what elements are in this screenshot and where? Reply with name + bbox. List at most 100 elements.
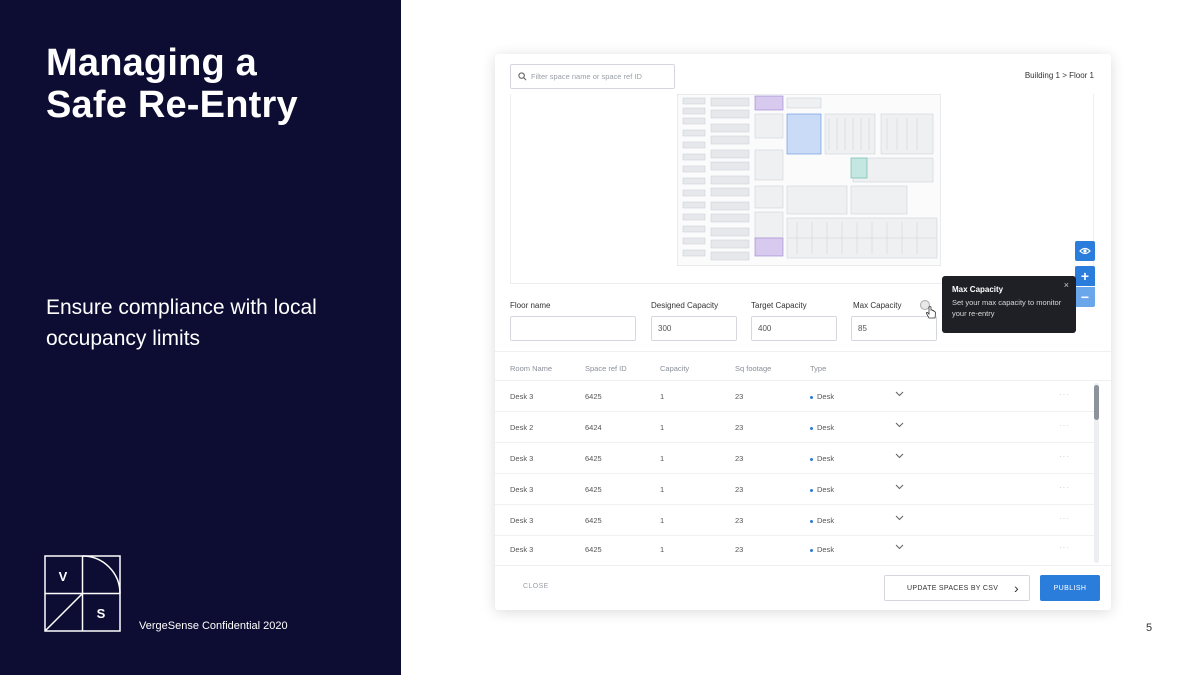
floor-name-label: Floor name (510, 301, 551, 310)
slide-title: Managing a Safe Re-Entry (46, 42, 298, 126)
zoom-in-button[interactable]: + (1075, 266, 1095, 286)
cell-room-name: Desk 3 (510, 545, 534, 554)
search-icon (518, 72, 527, 81)
cell-space-ref-id: 6425 (585, 516, 602, 525)
max-capacity-label: Max Capacity (853, 301, 902, 310)
cell-type-label: Desk (817, 485, 835, 494)
cell-type-label: Desk (817, 454, 835, 463)
table-row[interactable]: Desk 2 6424 1 23 Desk ··· (495, 412, 1095, 443)
row-more-icon[interactable]: ··· (1059, 543, 1070, 552)
floorplan-map[interactable] (677, 94, 941, 266)
cell-sq-footage: 23 (735, 516, 744, 525)
hand-cursor-icon (925, 306, 936, 319)
cell-room-name: Desk 3 (510, 485, 534, 494)
column-header-sq-footage[interactable]: Sq footage (735, 364, 772, 373)
cell-type-label: Desk (817, 516, 835, 525)
max-capacity-tooltip: Max Capacity Set your max capacity to mo… (942, 276, 1076, 333)
logo-letter-v: V (59, 569, 68, 584)
cell-capacity: 1 (660, 392, 665, 401)
space-editor-panel: Building 1 > Floor 1 (495, 54, 1111, 610)
tooltip-title: Max Capacity (952, 285, 1004, 294)
type-dot-icon (810, 488, 813, 492)
cell-capacity: 1 (660, 423, 665, 432)
table-scrollbar[interactable] (1094, 383, 1099, 563)
cell-space-ref-id: 6425 (585, 485, 602, 494)
max-capacity-info-icon[interactable] (920, 300, 930, 310)
type-dot-icon (810, 395, 813, 399)
cell-type-label: Desk (817, 545, 835, 554)
row-more-icon[interactable]: ··· (1059, 390, 1070, 399)
cell-type[interactable]: Desk (810, 454, 834, 463)
table-row[interactable]: Desk 3 6425 1 23 Desk ··· (495, 534, 1095, 565)
tooltip-body: Set your max capacity to monitor your re… (952, 298, 1062, 318)
visibility-toggle-button[interactable] (1075, 241, 1095, 261)
type-dot-icon (810, 426, 813, 430)
cell-capacity: 1 (660, 545, 665, 554)
designed-capacity-input[interactable] (651, 316, 737, 341)
table-row[interactable]: Desk 3 6425 1 23 Desk ··· (495, 474, 1095, 505)
table-row[interactable]: Desk 3 6425 1 23 Desk ··· (495, 505, 1095, 536)
search-box[interactable] (510, 64, 675, 89)
target-capacity-input[interactable] (751, 316, 837, 341)
row-more-icon[interactable]: ··· (1059, 452, 1070, 461)
cell-type-label: Desk (817, 423, 835, 432)
row-more-icon[interactable]: ··· (1059, 421, 1070, 430)
column-header-type[interactable]: Type (810, 364, 827, 373)
slide-left-panel: Managing a Safe Re-Entry Ensure complian… (0, 0, 401, 675)
table-row[interactable]: Desk 3 6425 1 23 Desk ··· (495, 381, 1095, 412)
cell-capacity: 1 (660, 485, 665, 494)
column-header-capacity[interactable]: Capacity (660, 364, 690, 373)
close-button[interactable]: CLOSE (523, 583, 549, 590)
cell-sq-footage: 23 (735, 392, 744, 401)
floor-name-input[interactable] (510, 316, 636, 341)
spaces-table-header: Room Name Space ref ID Capacity Sq foota… (495, 351, 1111, 381)
chevron-down-icon[interactable] (895, 515, 904, 521)
cell-space-ref-id: 6425 (585, 454, 602, 463)
row-more-icon[interactable]: ··· (1059, 514, 1070, 523)
cell-room-name: Desk 3 (510, 516, 534, 525)
cell-type[interactable]: Desk (810, 392, 834, 401)
eye-icon (1079, 247, 1091, 255)
row-more-icon[interactable]: ··· (1059, 483, 1070, 492)
type-dot-icon (810, 519, 813, 523)
search-input[interactable] (531, 72, 671, 81)
cell-space-ref-id: 6425 (585, 392, 602, 401)
confidential-note: VergeSense Confidential 2020 (139, 620, 288, 632)
chevron-right-icon: › (1014, 580, 1019, 596)
table-row[interactable]: Desk 3 6425 1 23 Desk ··· (495, 443, 1095, 474)
cell-room-name: Desk 3 (510, 392, 534, 401)
floorplan-canvas[interactable]: + − (510, 94, 1095, 307)
cell-sq-footage: 23 (735, 423, 744, 432)
zoom-out-button[interactable]: − (1075, 287, 1095, 307)
chevron-down-icon[interactable] (895, 484, 904, 490)
chevron-down-icon[interactable] (895, 391, 904, 397)
cell-type[interactable]: Desk (810, 516, 834, 525)
column-header-room-name[interactable]: Room Name (510, 364, 553, 373)
cell-sq-footage: 23 (735, 545, 744, 554)
designed-capacity-label: Designed Capacity (651, 301, 719, 310)
cell-room-name: Desk 3 (510, 454, 534, 463)
cell-room-name: Desk 2 (510, 423, 534, 432)
breadcrumb: Building 1 > Floor 1 (1024, 71, 1094, 80)
chevron-down-icon[interactable] (895, 422, 904, 428)
cell-sq-footage: 23 (735, 485, 744, 494)
max-capacity-input[interactable] (851, 316, 937, 341)
vergesense-logo: V S (44, 555, 121, 632)
chevron-down-icon[interactable] (895, 544, 904, 550)
slide-subtitle: Ensure compliance with local occupancy l… (46, 296, 317, 350)
target-capacity-label: Target Capacity (751, 301, 807, 310)
cell-sq-footage: 23 (735, 454, 744, 463)
column-header-space-ref-id[interactable]: Space ref ID (585, 364, 627, 373)
publish-button[interactable]: PUBLISH (1040, 575, 1100, 601)
scrollbar-thumb[interactable] (1094, 385, 1099, 420)
cell-type[interactable]: Desk (810, 485, 834, 494)
update-spaces-by-csv-button[interactable]: UPDATE SPACES BY CSV › (884, 575, 1030, 601)
type-dot-icon (810, 548, 813, 552)
type-dot-icon (810, 457, 813, 461)
chevron-down-icon[interactable] (895, 453, 904, 459)
cell-type[interactable]: Desk (810, 545, 834, 554)
cell-space-ref-id: 6425 (585, 545, 602, 554)
cell-type[interactable]: Desk (810, 423, 834, 432)
panel-footer: CLOSE UPDATE SPACES BY CSV › PUBLISH (495, 565, 1111, 610)
tooltip-close-icon[interactable]: × (1063, 280, 1069, 290)
